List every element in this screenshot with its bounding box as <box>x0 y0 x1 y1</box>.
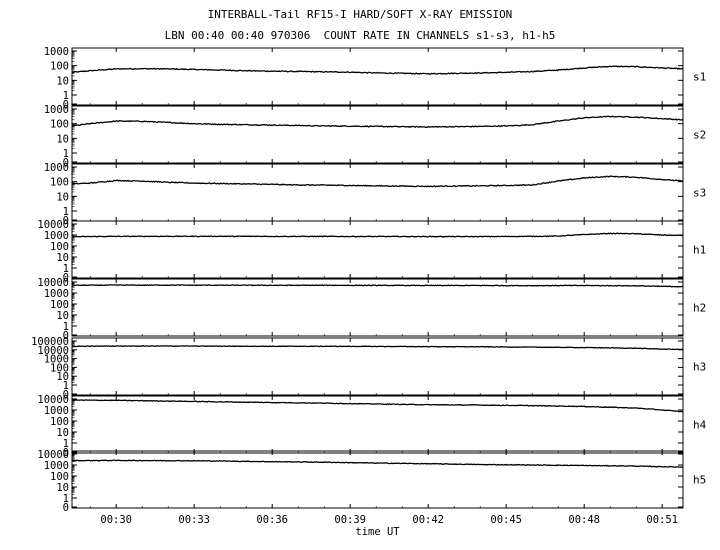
series-line-h2 <box>71 284 684 288</box>
series-line-h4 <box>71 399 684 413</box>
y-tick-label-s2: 100 <box>50 119 69 131</box>
y-tick-label-h4: 10 <box>56 427 69 439</box>
y-tick-label-h2: 1000 <box>44 288 69 300</box>
panel-frame-s3 <box>71 163 684 222</box>
channel-label-h3: h3 <box>693 361 706 374</box>
panel-frame-h5 <box>71 450 684 509</box>
y-tick-label-h5: 0 <box>63 502 69 514</box>
x-tick-label: 00:36 <box>256 514 288 526</box>
y-tick-label-h1: 100 <box>50 241 69 253</box>
chart-subtitle: LBN 00:40 00:40 970306 COUNT RATE IN CHA… <box>164 29 556 42</box>
y-tick-label-s2: 10 <box>56 133 69 145</box>
y-tick-label-h4: 100 <box>50 416 69 428</box>
channel-label-s2: s2 <box>693 129 706 142</box>
x-axis-label: time UT <box>355 526 400 538</box>
y-tick-label-h2: 0 <box>63 330 69 342</box>
y-tick-label-s1: 1 <box>63 90 69 102</box>
y-tick-label-h3: 10000 <box>37 345 69 357</box>
panel-frame-s2 <box>71 105 684 164</box>
y-tick-label-h4: 1000 <box>44 405 69 417</box>
y-tick-label-s1: 1000 <box>44 46 69 58</box>
y-tick-label-h3: 1 <box>63 380 69 392</box>
y-tick-label-h3: 0 <box>63 389 69 401</box>
y-tick-label-s3: 100 <box>50 177 69 189</box>
panel-frame-h1 <box>71 220 684 279</box>
y-tick-label-h2: 10 <box>56 310 69 322</box>
channel-label-s1: s1 <box>693 71 706 84</box>
y-tick-label-h1: 10000 <box>37 219 69 231</box>
y-tick-label-h5: 10 <box>56 482 69 494</box>
x-tick-label: 00:30 <box>100 514 132 526</box>
y-tick-label-h3: 100 <box>50 362 69 374</box>
channel-label-h5: h5 <box>693 474 706 487</box>
channel-label-h1: h1 <box>693 244 706 257</box>
chart-title: INTERBALL-Tail RF15-I HARD/SOFT X-RAY EM… <box>207 8 513 21</box>
series-line-s2 <box>71 115 684 128</box>
series-line-s3 <box>71 175 684 188</box>
x-tick-label: 00:51 <box>646 514 678 526</box>
y-tick-label-h5: 1 <box>63 493 69 505</box>
y-tick-label-s3: 0 <box>63 215 69 227</box>
y-tick-label-h3: 10 <box>56 371 69 383</box>
y-tick-label-s1: 0 <box>63 99 69 111</box>
panel-frame-h4 <box>71 395 684 454</box>
x-tick-label: 00:48 <box>568 514 600 526</box>
y-tick-label-h2: 100 <box>50 299 69 311</box>
y-tick-label-h3: 100000 <box>31 336 69 348</box>
y-tick-label-h1: 1000 <box>44 230 69 242</box>
y-tick-label-h1: 10 <box>56 252 69 264</box>
y-tick-label-h5: 10000 <box>37 449 69 461</box>
series-line-s1 <box>71 65 683 75</box>
channel-label-s3: s3 <box>693 187 706 200</box>
y-tick-label-h4: 1 <box>63 438 69 450</box>
y-tick-label-s1: 100 <box>50 61 69 73</box>
series-line-h1 <box>71 232 684 238</box>
y-tick-label-h2: 1 <box>63 321 69 333</box>
panel-frame-h2 <box>71 278 684 337</box>
channel-label-h2: h2 <box>693 302 706 315</box>
y-tick-label-s3: 1000 <box>44 162 69 174</box>
y-tick-label-h1: 0 <box>63 272 69 284</box>
panel-frame-s1 <box>71 47 684 106</box>
y-tick-label-s1: 10 <box>56 75 69 87</box>
y-tick-label-s2: 1 <box>63 148 69 160</box>
y-tick-label-h5: 100 <box>50 471 69 483</box>
channel-label-h4: h4 <box>693 419 707 432</box>
y-tick-label-s3: 10 <box>56 191 69 203</box>
x-tick-label: 00:33 <box>178 514 210 526</box>
x-tick-label: 00:39 <box>334 514 366 526</box>
y-tick-label-h4: 10000 <box>37 394 69 406</box>
series-line-h5 <box>71 459 683 468</box>
y-tick-label-h1: 1 <box>63 263 69 275</box>
x-tick-label: 00:45 <box>490 514 522 526</box>
x-tick-label: 00:42 <box>412 514 444 526</box>
y-tick-label-h2: 10000 <box>37 277 69 289</box>
y-tick-label-h5: 1000 <box>44 460 69 472</box>
y-tick-label-s3: 1 <box>63 206 69 218</box>
y-tick-label-s2: 0 <box>63 157 69 169</box>
y-tick-label-h4: 0 <box>63 447 69 459</box>
y-tick-label-s2: 1000 <box>44 104 69 116</box>
y-tick-label-h3: 1000 <box>44 354 69 366</box>
panel-frame-h3 <box>71 337 684 396</box>
series-line-h3 <box>71 345 684 351</box>
